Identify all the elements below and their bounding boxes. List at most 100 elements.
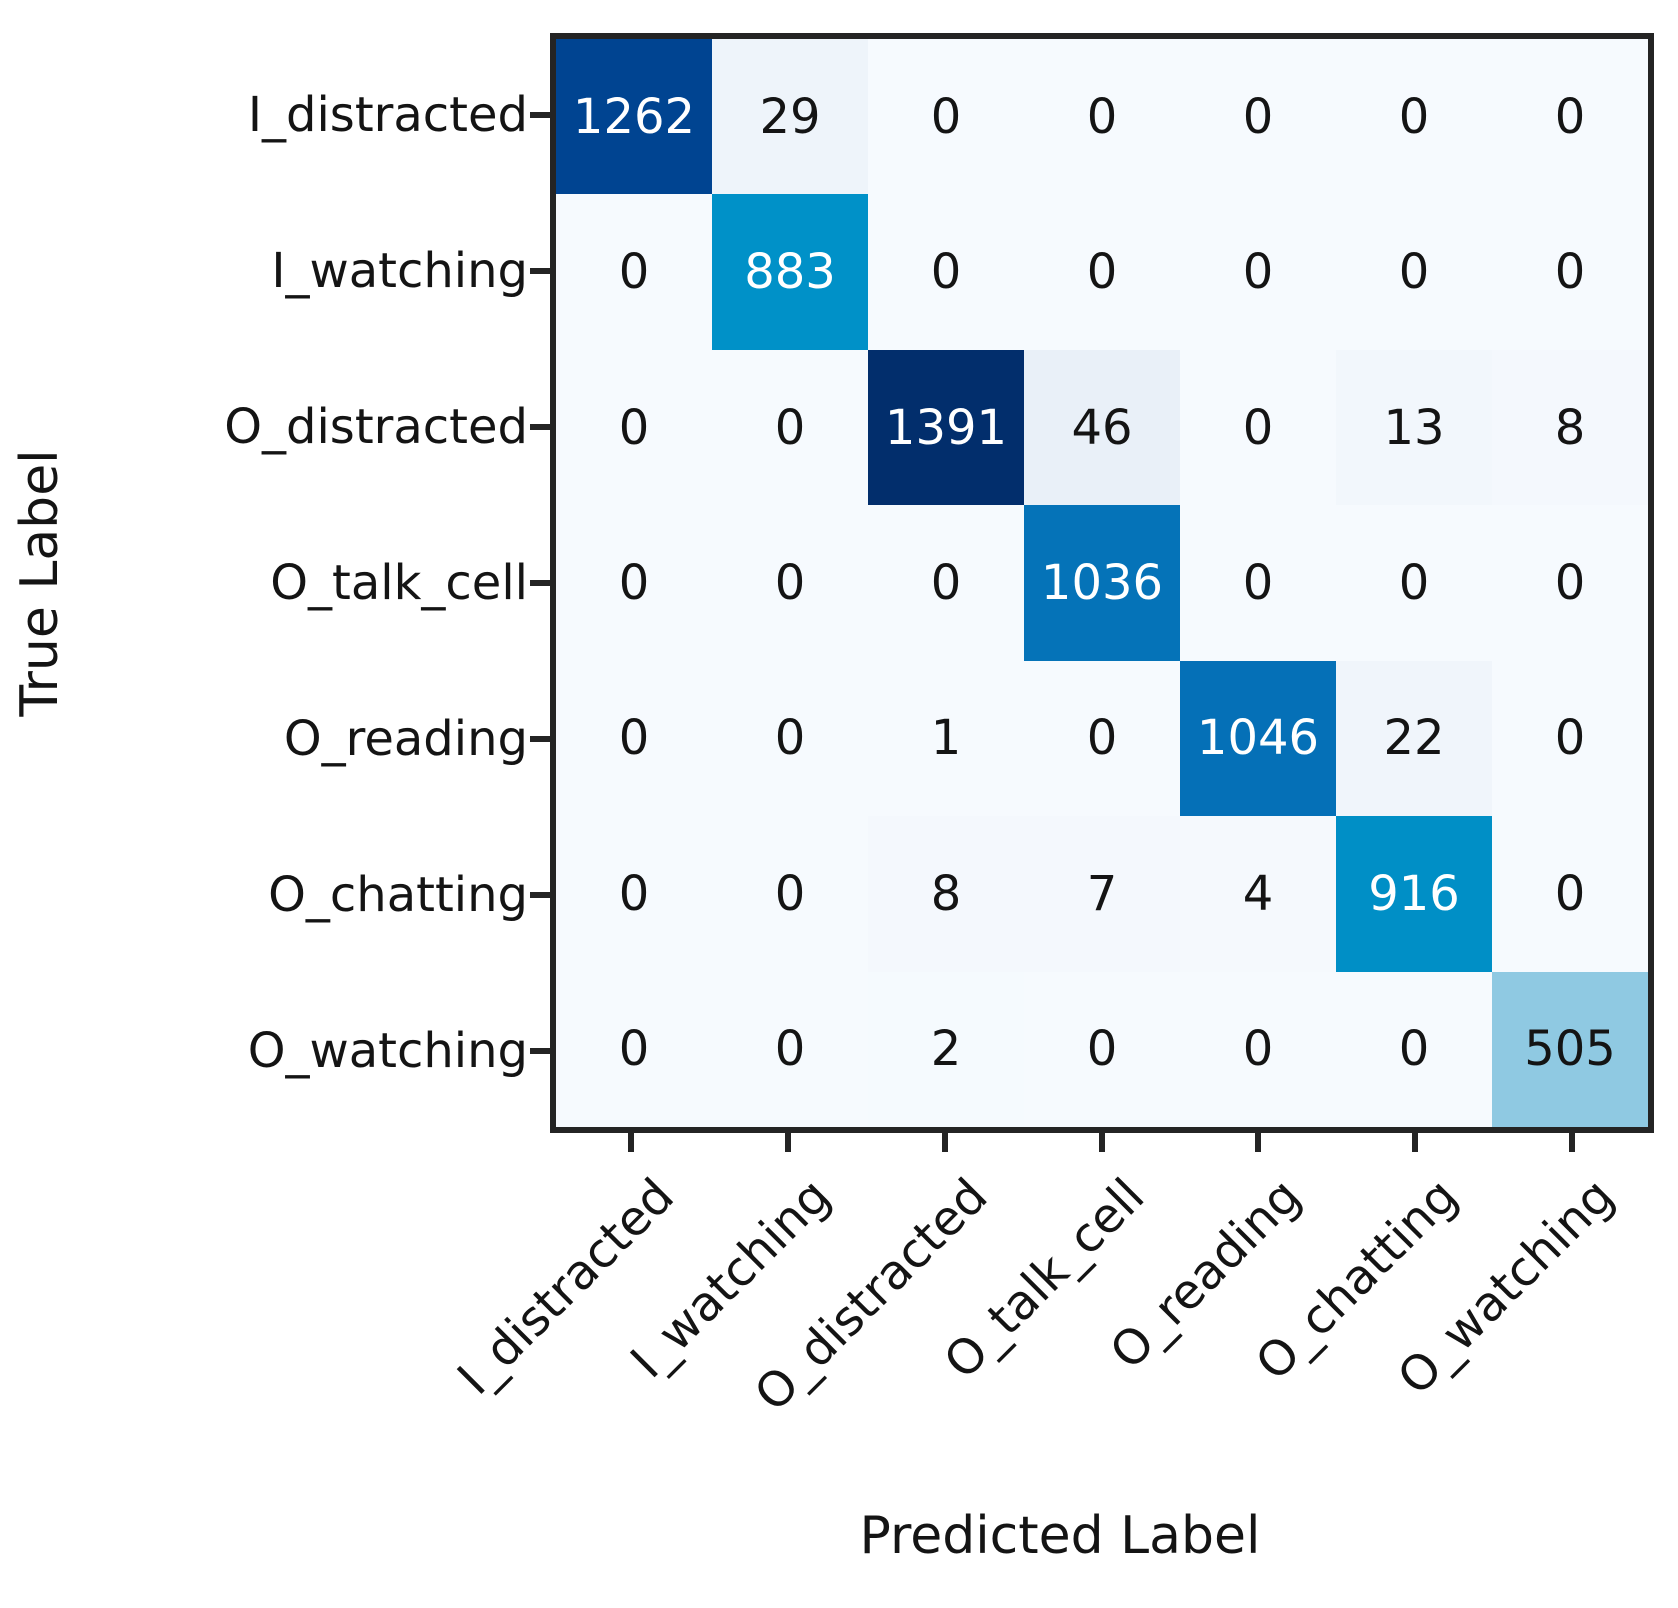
matrix-cell-I_watching-I_watching: 883 <box>712 194 868 350</box>
x-tick-mark <box>1568 1132 1575 1152</box>
cell-value: 916 <box>1368 865 1460 922</box>
cell-value: 0 <box>618 865 650 922</box>
x-tick-mark <box>941 1132 948 1152</box>
y-axis-title: True Label <box>10 449 70 717</box>
cell-value: 0 <box>1242 88 1274 145</box>
x-tick-mark <box>785 1132 792 1152</box>
cell-value: 0 <box>1554 710 1586 767</box>
matrix-cell-O_reading-O_reading: 1046 <box>1180 660 1336 817</box>
matrix-cell-O_talk_cell-I_distracted: 0 <box>556 505 712 661</box>
matrix-cell-I_distracted-O_talk_cell: 0 <box>1024 39 1180 195</box>
cell-value: 7 <box>1086 865 1118 922</box>
cell-value: 0 <box>1242 244 1274 301</box>
x-tick-mark <box>1411 1132 1418 1152</box>
cell-value: 0 <box>1086 88 1118 145</box>
matrix-cell-O_reading-O_chatting: 22 <box>1336 660 1492 817</box>
cell-value: 1046 <box>1196 710 1320 767</box>
cell-value: 1262 <box>572 88 696 145</box>
cell-value: 4 <box>1242 865 1274 922</box>
cell-value: 8 <box>1554 399 1586 456</box>
matrix-cell-O_chatting-O_chatting: 916 <box>1336 816 1492 972</box>
matrix-cell-I_watching-I_distracted: 0 <box>556 194 712 350</box>
matrix-cell-O_reading-I_watching: 0 <box>712 660 868 817</box>
x-tick-mark <box>628 1132 635 1152</box>
cell-value: 13 <box>1383 399 1445 456</box>
matrix-cell-O_distracted-O_distracted: 1391 <box>868 349 1024 506</box>
x-tick-mark <box>1255 1132 1262 1152</box>
y-tick-label-O_watching: O_watching <box>247 1023 528 1079</box>
cell-value: 0 <box>774 710 806 767</box>
matrix-cell-I_distracted-O_reading: 0 <box>1180 39 1336 195</box>
cell-value: 0 <box>1554 865 1586 922</box>
matrix-cell-O_reading-O_distracted: 1 <box>868 660 1024 817</box>
cell-value: 1 <box>930 710 962 767</box>
matrix-cell-O_talk_cell-O_talk_cell: 1036 <box>1024 505 1180 661</box>
heatmap-grid: 1262 29 0 0 0 0 0 0 883 0 0 0 0 0 0 0 1391 46 0 13 8 0 0 0 1036 0… <box>556 39 1648 1127</box>
matrix-cell-I_distracted-O_watching: 0 <box>1492 39 1648 195</box>
matrix-cell-O_distracted-I_distracted: 0 <box>556 349 712 506</box>
matrix-cell-O_chatting-O_reading: 4 <box>1180 816 1336 972</box>
cell-value: 1036 <box>1040 554 1164 611</box>
matrix-cell-O_distracted-O_talk_cell: 46 <box>1024 349 1180 506</box>
cell-value: 0 <box>1554 88 1586 145</box>
matrix-cell-O_talk_cell-I_watching: 0 <box>712 505 868 661</box>
matrix-cell-O_chatting-O_distracted: 8 <box>868 816 1024 972</box>
cell-value: 0 <box>1086 244 1118 301</box>
matrix-cell-O_watching-I_watching: 0 <box>712 971 868 1127</box>
cell-value: 0 <box>1242 554 1274 611</box>
y-tick-label-O_talk_cell: O_talk_cell <box>270 555 528 611</box>
matrix-cell-O_reading-I_distracted: 0 <box>556 660 712 817</box>
matrix-cell-O_chatting-I_distracted: 0 <box>556 816 712 972</box>
cell-value: 0 <box>1554 554 1586 611</box>
y-tick-mark <box>530 268 550 274</box>
cell-value: 0 <box>618 1021 650 1078</box>
cell-value: 0 <box>1398 88 1430 145</box>
cell-value: 0 <box>1086 710 1118 767</box>
y-tick-label-I_watching: I_watching <box>271 243 528 299</box>
cell-value: 46 <box>1071 399 1133 456</box>
cell-value: 505 <box>1524 1021 1616 1078</box>
x-tick-mark <box>1098 1132 1105 1152</box>
cell-value: 0 <box>1398 244 1430 301</box>
matrix-cell-O_distracted-O_reading: 0 <box>1180 349 1336 506</box>
plot-area: 1262 29 0 0 0 0 0 0 883 0 0 0 0 0 0 0 1391 46 0 13 8 0 0 0 1036 0… <box>550 33 1654 1133</box>
x-axis-title: Predicted Label <box>859 1506 1261 1566</box>
matrix-cell-O_chatting-O_watching: 0 <box>1492 816 1648 972</box>
cell-value: 0 <box>930 244 962 301</box>
cell-value: 0 <box>1398 554 1430 611</box>
matrix-cell-O_watching-O_distracted: 2 <box>868 971 1024 1127</box>
y-tick-mark <box>530 736 550 742</box>
matrix-cell-O_distracted-O_watching: 8 <box>1492 349 1648 506</box>
cell-value: 0 <box>774 1021 806 1078</box>
cell-value: 0 <box>1554 244 1586 301</box>
matrix-cell-O_watching-O_talk_cell: 0 <box>1024 971 1180 1127</box>
matrix-cell-I_watching-O_talk_cell: 0 <box>1024 194 1180 350</box>
cell-value: 0 <box>1242 1021 1274 1078</box>
matrix-cell-I_watching-O_reading: 0 <box>1180 194 1336 350</box>
cell-value: 0 <box>1398 1021 1430 1078</box>
matrix-cell-O_watching-O_reading: 0 <box>1180 971 1336 1127</box>
cell-value: 29 <box>759 88 821 145</box>
y-tick-mark <box>530 1048 550 1054</box>
cell-value: 0 <box>1242 399 1274 456</box>
matrix-cell-I_watching-O_watching: 0 <box>1492 194 1648 350</box>
matrix-cell-O_watching-O_chatting: 0 <box>1336 971 1492 1127</box>
y-tick-mark <box>530 580 550 586</box>
cell-value: 0 <box>774 865 806 922</box>
cell-value: 0 <box>774 399 806 456</box>
matrix-cell-O_talk_cell-O_reading: 0 <box>1180 505 1336 661</box>
matrix-cell-O_reading-O_watching: 0 <box>1492 660 1648 817</box>
matrix-cell-I_distracted-I_watching: 29 <box>712 39 868 195</box>
cell-value: 1391 <box>884 399 1008 456</box>
matrix-cell-O_talk_cell-O_distracted: 0 <box>868 505 1024 661</box>
cell-value: 0 <box>1086 1021 1118 1078</box>
cell-value: 0 <box>618 554 650 611</box>
cell-value: 0 <box>618 244 650 301</box>
cell-value: 883 <box>744 244 836 301</box>
y-tick-label-O_chatting: O_chatting <box>268 867 528 923</box>
matrix-cell-I_watching-O_distracted: 0 <box>868 194 1024 350</box>
matrix-cell-O_talk_cell-O_chatting: 0 <box>1336 505 1492 661</box>
matrix-cell-O_watching-O_watching: 505 <box>1492 971 1648 1127</box>
cell-value: 0 <box>618 399 650 456</box>
cell-value: 0 <box>618 710 650 767</box>
